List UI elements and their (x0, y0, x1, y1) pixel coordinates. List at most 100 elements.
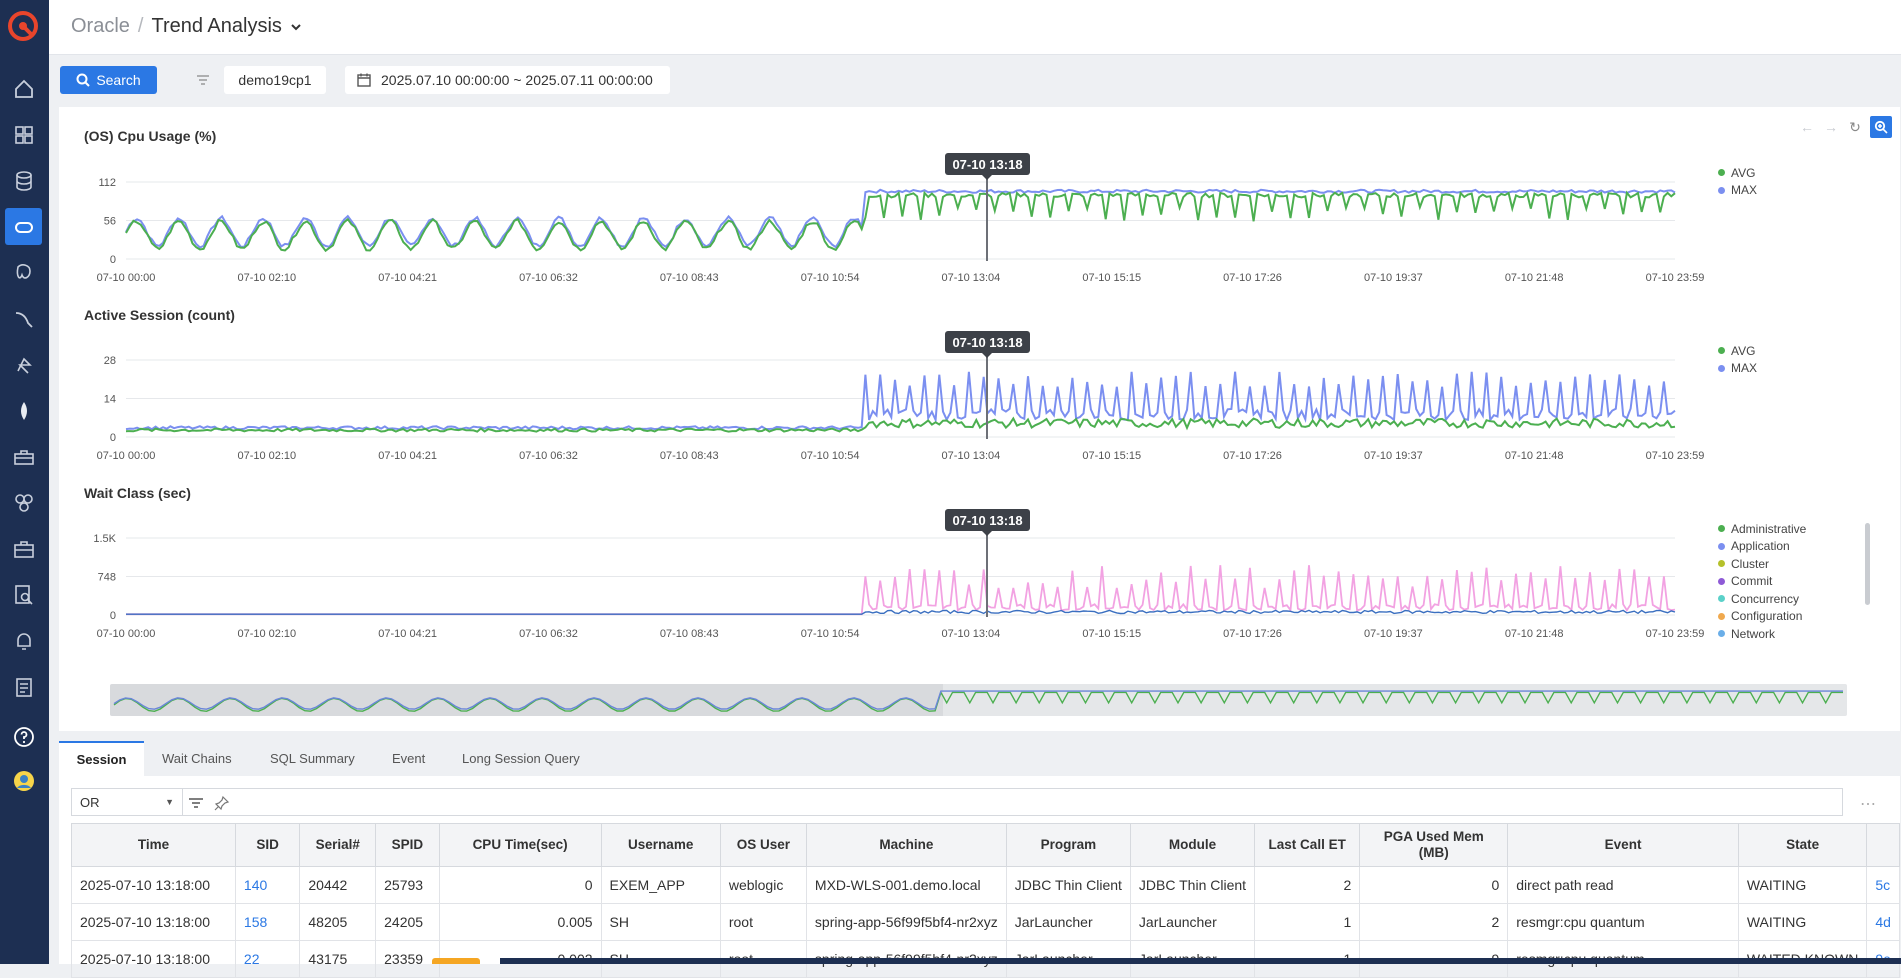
table-cell: resmgr:cpu quantum (1507, 903, 1739, 941)
tab-sql-summary[interactable]: SQL Summary (270, 751, 355, 766)
legend-item[interactable]: AVG (1718, 342, 1757, 360)
pin-icon[interactable] (214, 795, 230, 811)
time-range-picker[interactable]: 2025.07.10 00:00:00 ~ 2025.07.11 00:00:0… (345, 66, 670, 94)
session-table-panel: OR ▼ ⋯ Time SID Serial# SPID CPU Time(sec… (59, 776, 1900, 978)
col-spid[interactable]: SPID (375, 823, 440, 867)
breadcrumb-root[interactable]: Oracle (71, 15, 130, 37)
table-cell: SH (600, 903, 721, 941)
filter-icon[interactable] (195, 72, 211, 88)
col-program[interactable]: Program (1005, 823, 1131, 867)
sidebar-item-alert-bell[interactable] (5, 622, 42, 659)
bottom-scrollbar[interactable] (500, 958, 1901, 964)
instance-selector[interactable]: demo19cp1 (224, 66, 326, 94)
cpu-legend: AVG MAX (1718, 164, 1757, 199)
table-cell: spring-app-56f99f5bf4-nr2xyz (805, 903, 1007, 941)
col-module[interactable]: Module (1129, 823, 1256, 867)
sidebar-item-toolbox[interactable] (5, 438, 42, 475)
col-serial[interactable]: Serial# (299, 823, 377, 867)
legend-item[interactable]: MAX (1718, 182, 1757, 200)
sidebar-item-cluster[interactable] (5, 484, 42, 521)
navigator-series-max (113, 690, 1843, 710)
x-tick-label: 07-10 08:43 (660, 450, 719, 462)
search-button[interactable]: Search (60, 66, 157, 94)
series-line-avg (125, 190, 1676, 253)
legend-item[interactable]: Concurrency (1718, 590, 1806, 608)
col-sid[interactable]: SID (234, 823, 301, 867)
table-row[interactable]: 2025-07-10 13:18:00 158 48205 24205 0.005 SH r… (71, 903, 1900, 941)
sidebar-item-sqlserver[interactable] (5, 346, 42, 383)
col-time[interactable]: Time (71, 823, 236, 867)
zoom-icon[interactable] (1870, 116, 1892, 138)
col-username[interactable]: Username (600, 823, 721, 867)
x-tick-label: 07-10 00:00 (97, 628, 156, 640)
col-pga-used-mem[interactable]: PGA Used Mem (MB) (1359, 823, 1509, 867)
table-cell: 25793 (375, 866, 440, 904)
col-state[interactable]: State (1737, 823, 1868, 867)
sidebar-item-postgres[interactable] (5, 254, 42, 291)
tab-session[interactable]: Session (59, 741, 144, 776)
legend-scrollbar[interactable] (1865, 523, 1870, 605)
col-last-call-et[interactable]: Last Call ET (1254, 823, 1361, 867)
sidebar-item-home[interactable] (5, 70, 42, 107)
tab-wait-chains[interactable]: Wait Chains (162, 751, 232, 766)
legend-item[interactable]: Cluster (1718, 555, 1806, 573)
tab-event[interactable]: Event (392, 751, 426, 766)
x-tick-label: 07-10 08:43 (660, 628, 719, 640)
filter-icon[interactable] (188, 795, 204, 811)
legend-item[interactable]: AVG (1718, 164, 1757, 182)
crosshair-tooltip: 07-10 13:18 (945, 509, 1030, 536)
table-cell[interactable]: 4d (1866, 903, 1900, 941)
col-cpu-time[interactable]: CPU Time(sec) (438, 823, 602, 867)
sidebar-item-briefcase[interactable] (5, 530, 42, 567)
table-row[interactable]: 2025-07-10 13:18:00 140 20442 25793 0 EXEM_AP… (71, 866, 1900, 904)
legend-item[interactable]: Configuration (1718, 608, 1806, 626)
sidebar-item-oracle[interactable] (5, 208, 42, 245)
sidebar-item-report[interactable] (5, 668, 42, 705)
search-report-icon (14, 584, 33, 605)
chevron-down-icon[interactable] (290, 22, 302, 32)
legend-item[interactable]: Commit (1718, 573, 1806, 591)
sidebar-item-search-report[interactable] (5, 576, 42, 613)
table-cell: 2025-07-10 13:18:00 (71, 866, 236, 904)
sidebar-item-dashboard[interactable] (5, 116, 42, 153)
col-extra[interactable] (1866, 823, 1900, 867)
legend-item[interactable]: Application (1718, 538, 1806, 556)
x-tick-label: 07-10 10:54 (801, 272, 860, 284)
y-tick-label: 56 (104, 216, 116, 228)
filter-operator-select[interactable]: OR ▼ (72, 789, 183, 815)
table-cell[interactable]: 22 (234, 940, 301, 978)
x-tick-label: 07-10 02:10 (237, 272, 296, 284)
more-options-icon[interactable]: ⋯ (1860, 796, 1877, 813)
trend-charts[interactable]: 112 56 0 07-10 00:00 07-10 02:10 07-10 04:21 0… (0, 0, 1901, 740)
x-tick-label: 07-10 15:15 (1082, 272, 1141, 284)
chart-toolbar: ← → ↻ (1798, 116, 1892, 138)
x-tick-label: 07-10 21:48 (1505, 272, 1564, 284)
sidebar-item-mysql[interactable] (5, 300, 42, 337)
sidebar-item-database[interactable] (5, 162, 42, 199)
sidebar-item-mongodb[interactable] (5, 392, 42, 429)
col-event[interactable]: Event (1507, 823, 1739, 867)
arrow-right-icon[interactable]: → (1824, 119, 1838, 135)
table-cell[interactable]: 158 (234, 903, 301, 941)
app-logo-icon[interactable] (6, 9, 40, 43)
page-title[interactable]: Trend Analysis (151, 15, 282, 37)
sidebar-item-user-avatar[interactable] (5, 762, 42, 799)
table-cell[interactable]: 140 (234, 866, 301, 904)
arrow-left-icon[interactable]: ← (1800, 119, 1814, 135)
search-button-label: Search (96, 72, 141, 88)
refresh-icon[interactable]: ↻ (1849, 118, 1861, 135)
legend-item[interactable]: MAX (1718, 360, 1757, 378)
tab-long-session-query[interactable]: Long Session Query (462, 751, 580, 766)
x-tick-label: 07-10 06:32 (519, 450, 578, 462)
table-cell[interactable]: 5c (1866, 866, 1900, 904)
col-os-user[interactable]: OS User (719, 823, 807, 867)
table-cell: 2 (1254, 866, 1361, 904)
table-cell: 2 (1359, 903, 1509, 941)
sidebar-item-help[interactable] (5, 718, 42, 755)
legend-item[interactable]: Administrative (1718, 520, 1806, 538)
x-tick-label: 07-10 08:43 (660, 272, 719, 284)
col-machine[interactable]: Machine (805, 823, 1007, 867)
series-line-wait-blue (126, 609, 1676, 615)
legend-item[interactable]: Network (1718, 625, 1806, 643)
search-icon (76, 73, 91, 87)
